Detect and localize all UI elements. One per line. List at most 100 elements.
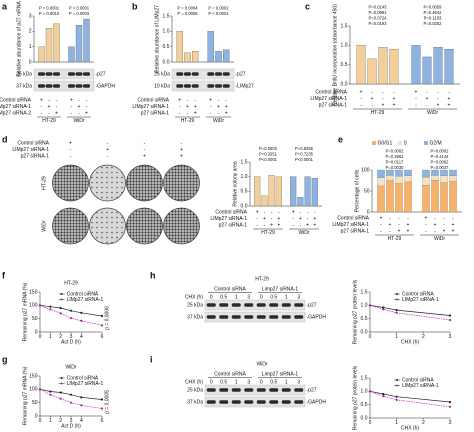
row-label: Control siRNA xyxy=(315,89,347,95)
bar xyxy=(53,23,60,63)
sign: - xyxy=(78,110,80,116)
blot-marker: 10 kDa xyxy=(154,83,170,89)
blot-band xyxy=(219,400,229,404)
p-value: P<0.0001 xyxy=(295,157,314,162)
dish xyxy=(89,164,126,202)
sign: - xyxy=(452,215,454,221)
p-value: P=0.0143 xyxy=(368,5,387,10)
sign: + xyxy=(313,222,316,228)
series-line xyxy=(369,390,451,403)
sign: - xyxy=(415,102,417,108)
sign: - xyxy=(86,104,88,110)
blot-band xyxy=(269,315,279,319)
blot-band xyxy=(294,315,304,319)
point xyxy=(80,319,83,322)
bar-segment xyxy=(449,175,457,182)
x-tick-label: 3 xyxy=(449,334,452,340)
point xyxy=(382,308,385,311)
blot-band xyxy=(256,303,266,307)
legend-swatch xyxy=(424,141,428,145)
blot-band xyxy=(75,72,83,76)
bar xyxy=(356,45,366,85)
dish xyxy=(163,207,200,245)
sign: - xyxy=(194,97,196,103)
dish xyxy=(89,207,126,245)
point xyxy=(49,305,52,308)
sign: - xyxy=(360,96,362,102)
sign: + xyxy=(425,215,428,221)
blot-band xyxy=(83,72,90,76)
dish xyxy=(52,207,89,245)
y-tick-label: 50 xyxy=(32,316,38,322)
sign: - xyxy=(179,104,181,110)
y-axis-label: Remaining p27 mRNA (%) xyxy=(22,366,28,425)
bar xyxy=(68,46,75,63)
bar xyxy=(304,176,311,207)
bar-segment xyxy=(404,181,412,213)
sign: - xyxy=(181,140,183,146)
sign: - xyxy=(307,209,309,215)
sign: + xyxy=(209,97,212,103)
blot-band xyxy=(219,388,229,392)
bar-segment xyxy=(431,169,439,176)
blot-band xyxy=(244,388,254,392)
bar xyxy=(411,45,421,85)
panel-label: a xyxy=(2,1,8,11)
y-tick-label: 100 xyxy=(29,303,38,309)
bar xyxy=(184,52,191,63)
bar xyxy=(191,51,199,63)
y-tick-label: 1.5 xyxy=(361,375,368,381)
p-value: P=0.7235 xyxy=(295,152,314,157)
blot-strip xyxy=(204,299,306,311)
y-axis-label: Percentage of cells xyxy=(354,169,360,212)
blot-band xyxy=(38,84,45,88)
bar xyxy=(433,47,443,85)
y-tick-label: 150 xyxy=(29,289,38,295)
sign: - xyxy=(360,102,362,108)
row-label: p27 siRNA-1 xyxy=(219,222,248,228)
dish xyxy=(126,207,163,245)
sign: - xyxy=(71,110,73,116)
legend-label: LIMp27 siRNA-1 xyxy=(67,381,104,387)
sign: + xyxy=(407,222,410,228)
bar-segment xyxy=(422,185,430,213)
treatment-label: CHX (h) xyxy=(185,294,203,300)
axis xyxy=(371,170,462,213)
sign: + xyxy=(263,216,266,222)
sign: + xyxy=(48,104,51,110)
point xyxy=(382,392,385,396)
blot-band xyxy=(244,303,254,307)
sign: + xyxy=(393,102,396,108)
y-axis-label: Relative abundance of p27 mRNA xyxy=(16,1,22,77)
sign: - xyxy=(48,110,50,116)
sign: + xyxy=(426,96,429,102)
point xyxy=(59,312,62,315)
x-tick-label: 0 xyxy=(369,420,372,426)
bar-segment xyxy=(404,175,412,182)
blot-band xyxy=(206,315,216,319)
p-value: P = 0.0002 xyxy=(208,6,229,11)
y-tick-label: 1.0 xyxy=(361,389,368,395)
bar xyxy=(268,175,275,207)
sign: - xyxy=(218,110,220,116)
p-value: P = 0.0001 xyxy=(39,6,60,11)
legend-swatch xyxy=(398,141,402,145)
blot-strip xyxy=(204,311,306,323)
point xyxy=(448,400,452,404)
blot-marker: 25 kDa xyxy=(187,387,203,393)
y-axis-label: Relative abundance of LIMp27 xyxy=(154,5,160,73)
blot-band xyxy=(83,84,90,88)
sign: - xyxy=(425,228,427,234)
blot-band xyxy=(256,388,266,392)
p-value: P=0.0117 xyxy=(386,160,404,165)
bar-segment xyxy=(449,181,457,213)
sign: - xyxy=(426,89,428,95)
blot-band xyxy=(38,72,45,76)
blot-strip xyxy=(33,68,95,80)
row-label: LIMp27 siRNA-1 xyxy=(310,96,347,102)
blot-band xyxy=(231,388,241,392)
sign: + xyxy=(270,222,273,228)
sign: - xyxy=(256,216,258,222)
y-tick-label: 0.0 xyxy=(163,59,170,65)
blot-band xyxy=(53,72,60,76)
